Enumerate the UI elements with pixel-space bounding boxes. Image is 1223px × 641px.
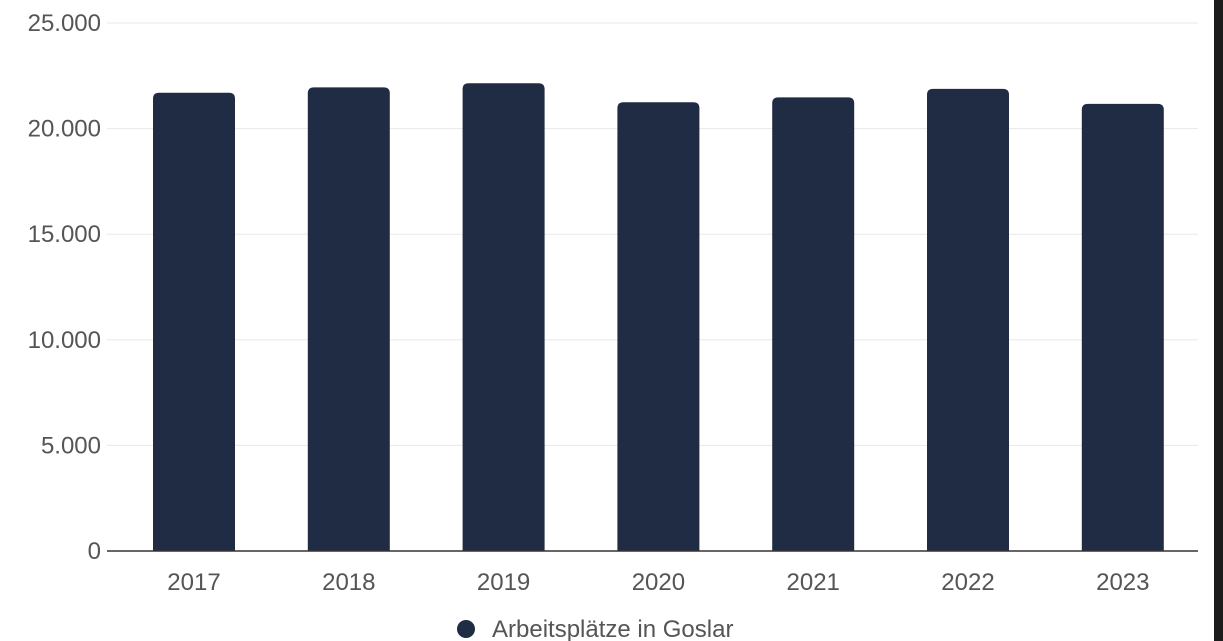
bar-2017 — [153, 92, 235, 552]
bar-2019 — [462, 83, 545, 551]
x-tick-label: 2023 — [1096, 569, 1149, 596]
x-tick-label: 2019 — [477, 569, 530, 596]
y-tick-label: 0 — [88, 538, 101, 565]
bars — [153, 83, 1164, 552]
y-tick-labels: 0 5.000 10.000 15.000 20.000 25.000 — [28, 10, 101, 565]
x-tick-label: 2022 — [941, 569, 994, 596]
y-tick-label: 5.000 — [41, 432, 101, 459]
bar-2021 — [772, 97, 855, 551]
x-tick-label: 2017 — [167, 569, 220, 596]
legend: Arbeitsplätze in Goslar — [457, 616, 733, 641]
y-tick-label: 15.000 — [28, 221, 101, 248]
x-tick-label: 2020 — [632, 569, 685, 596]
x-tick-labels: 2017 2018 2019 2020 2021 2022 2023 — [167, 569, 1149, 596]
legend-label: Arbeitsplätze in Goslar — [492, 616, 733, 641]
x-tick-label: 2021 — [787, 569, 840, 596]
window-edge — [1214, 0, 1223, 641]
y-tick-label: 20.000 — [28, 116, 101, 143]
bar-2018 — [307, 87, 390, 551]
legend-swatch-icon — [457, 620, 475, 638]
bar-2023 — [1081, 103, 1164, 552]
x-tick-label: 2018 — [322, 569, 375, 596]
bar-2022 — [927, 88, 1009, 551]
y-tick-label: 25.000 — [28, 10, 101, 37]
y-tick-label: 10.000 — [28, 327, 101, 354]
bar-2020 — [617, 102, 700, 551]
